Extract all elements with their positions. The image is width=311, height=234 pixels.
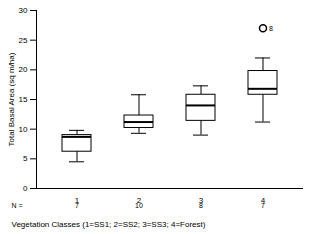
svg-text:5: 5 xyxy=(23,154,28,163)
svg-text:10: 10 xyxy=(135,202,143,209)
svg-text:20: 20 xyxy=(19,65,28,74)
svg-text:7: 7 xyxy=(261,202,265,209)
svg-text:8: 8 xyxy=(269,25,273,32)
svg-text:8: 8 xyxy=(199,202,203,209)
svg-text:7: 7 xyxy=(75,202,79,209)
svg-text:30: 30 xyxy=(19,6,28,15)
svg-text:N =: N = xyxy=(12,202,23,209)
svg-text:15: 15 xyxy=(19,95,28,104)
svg-text:Total Basal Area (sq m/ha): Total Basal Area (sq m/ha) xyxy=(7,52,16,146)
svg-text:25: 25 xyxy=(19,36,28,45)
svg-text:Vegetation Classes (1=SS1; 2=S: Vegetation Classes (1=SS1; 2=SS2; 3=SS3;… xyxy=(12,220,206,229)
svg-text:0: 0 xyxy=(23,184,28,193)
svg-text:10: 10 xyxy=(19,125,28,134)
